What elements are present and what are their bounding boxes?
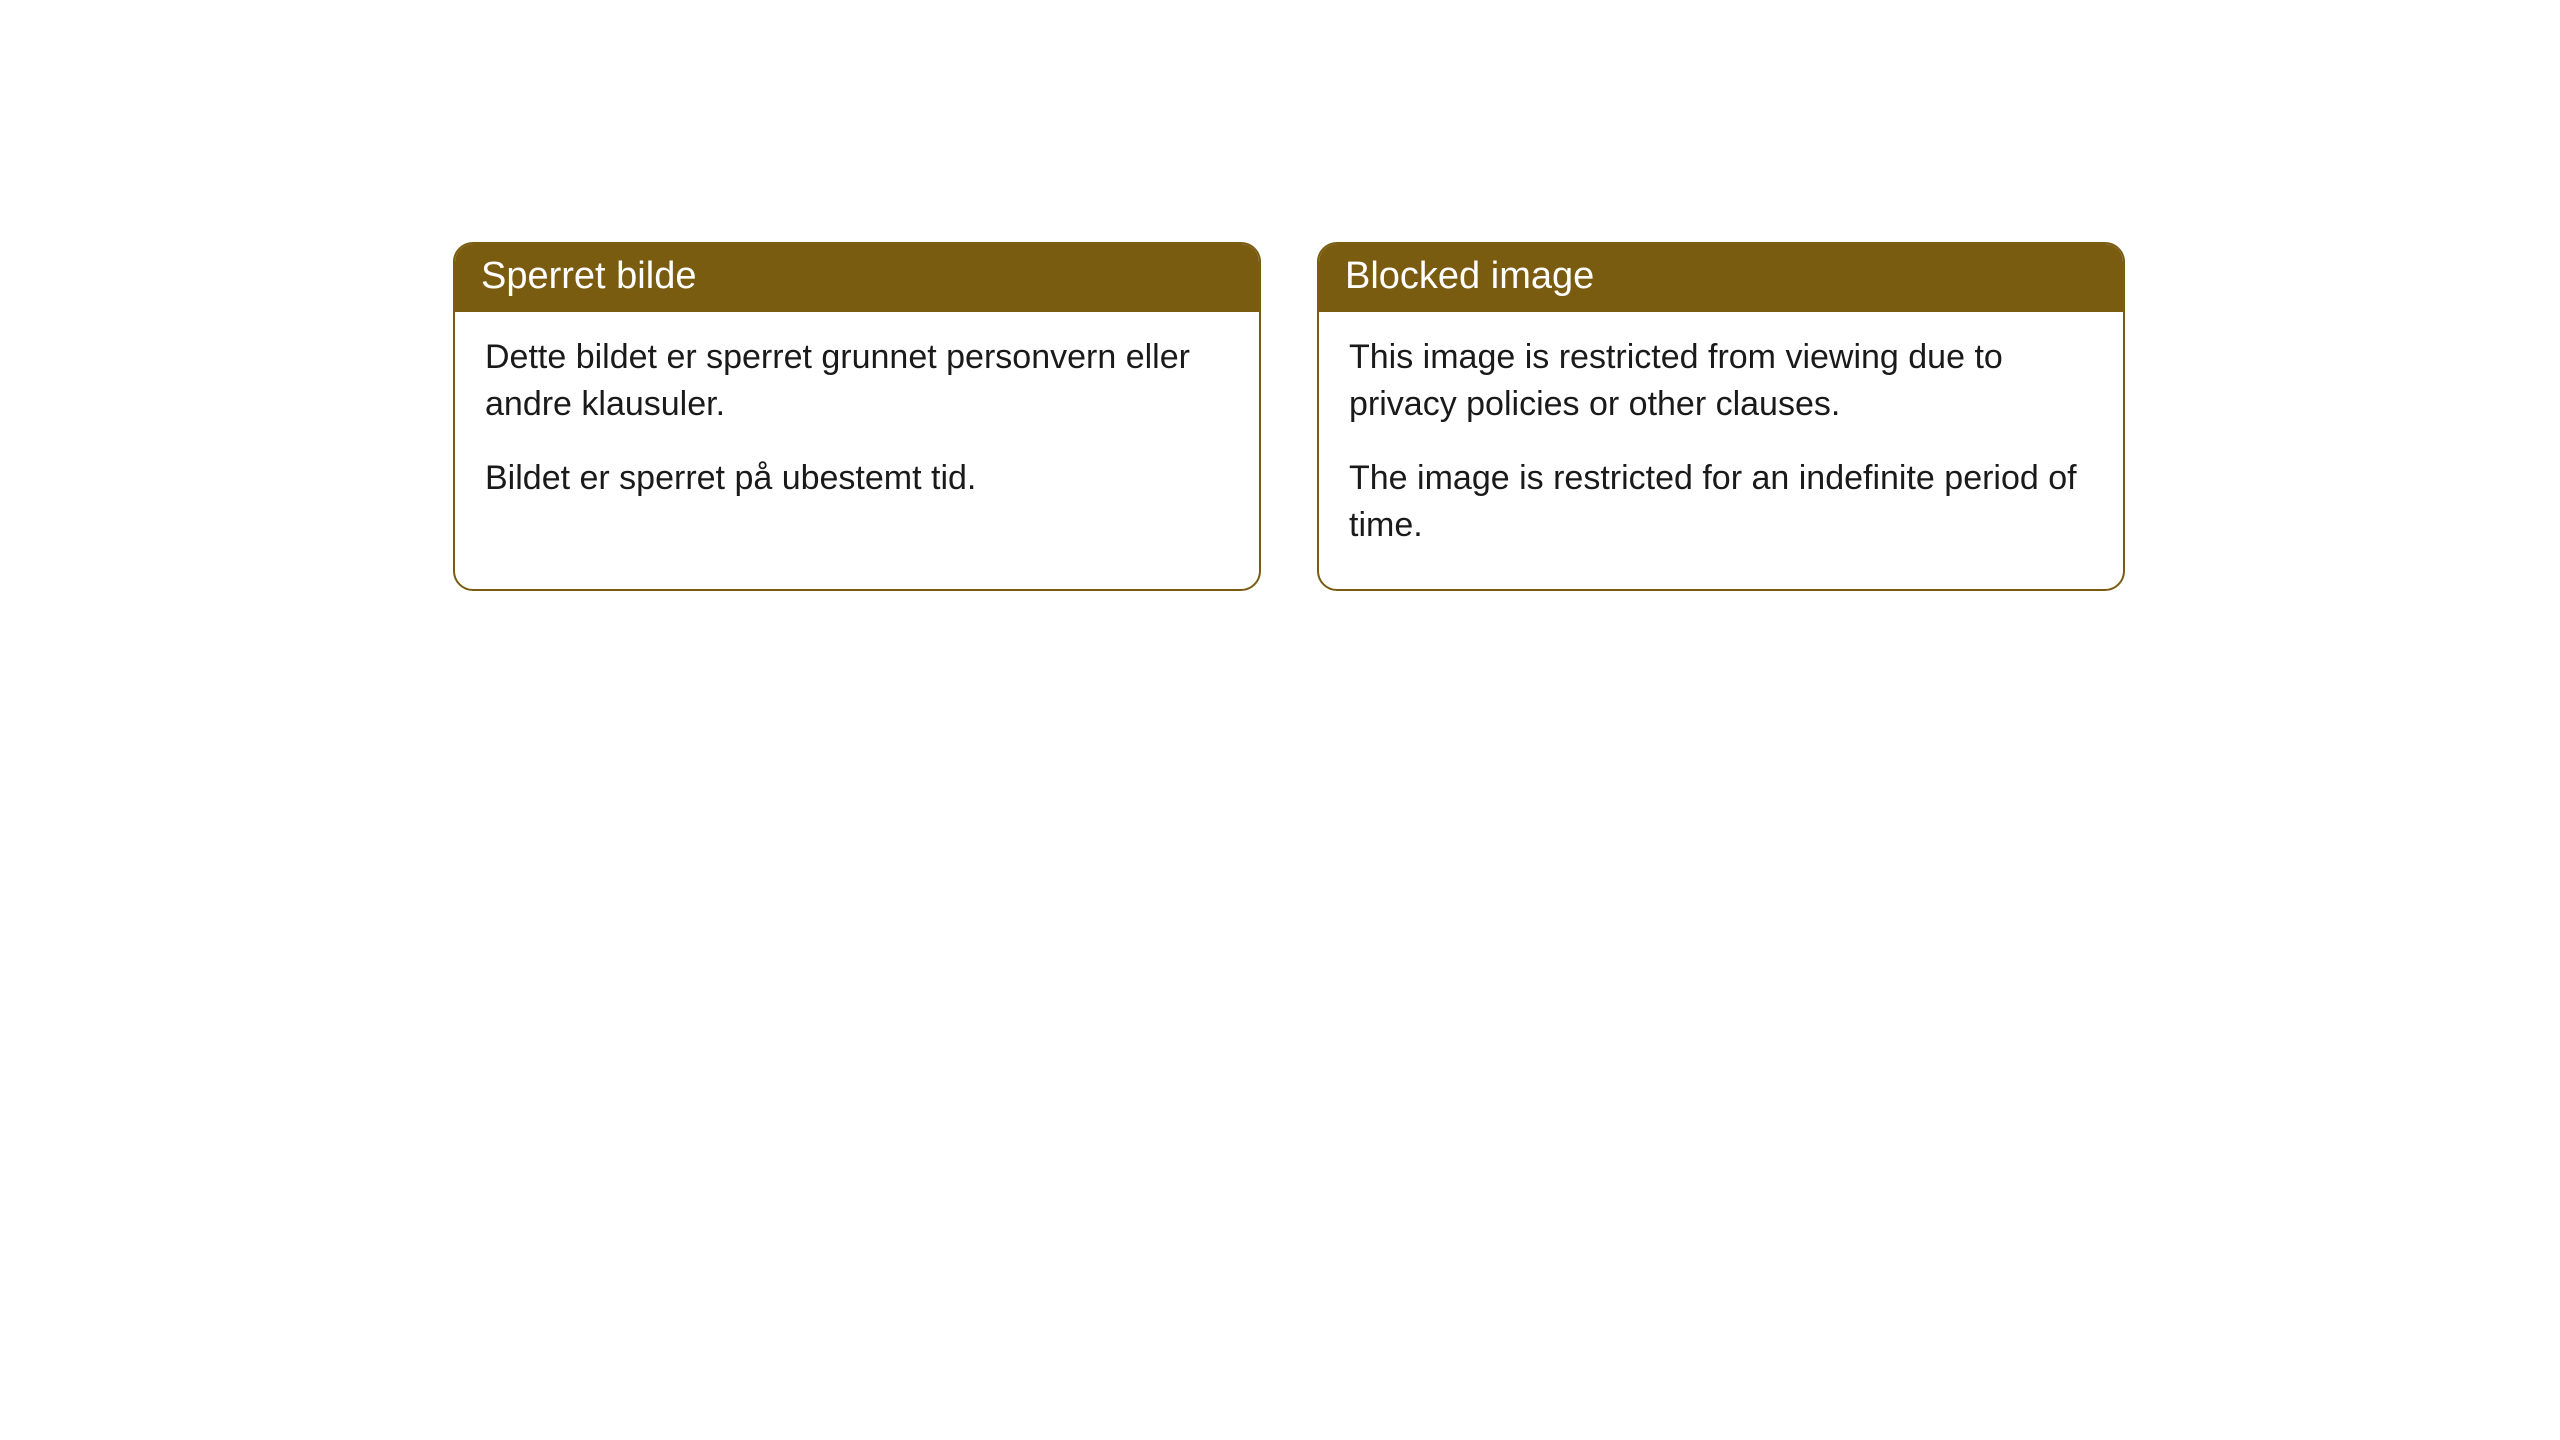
notice-cards-container: Sperret bilde Dette bildet er sperret gr… [0,0,2560,591]
notice-card-english: Blocked image This image is restricted f… [1317,242,2125,591]
card-header: Sperret bilde [455,244,1259,312]
card-body: Dette bildet er sperret grunnet personve… [455,312,1259,543]
card-paragraph: This image is restricted from viewing du… [1349,334,2093,428]
notice-card-norwegian: Sperret bilde Dette bildet er sperret gr… [453,242,1261,591]
card-body: This image is restricted from viewing du… [1319,312,2123,590]
card-title: Sperret bilde [481,255,696,297]
card-title: Blocked image [1345,255,1594,297]
card-paragraph: Bildet er sperret på ubestemt tid. [485,455,1229,502]
card-paragraph: Dette bildet er sperret grunnet personve… [485,334,1229,428]
card-paragraph: The image is restricted for an indefinit… [1349,455,2093,549]
card-header: Blocked image [1319,244,2123,312]
